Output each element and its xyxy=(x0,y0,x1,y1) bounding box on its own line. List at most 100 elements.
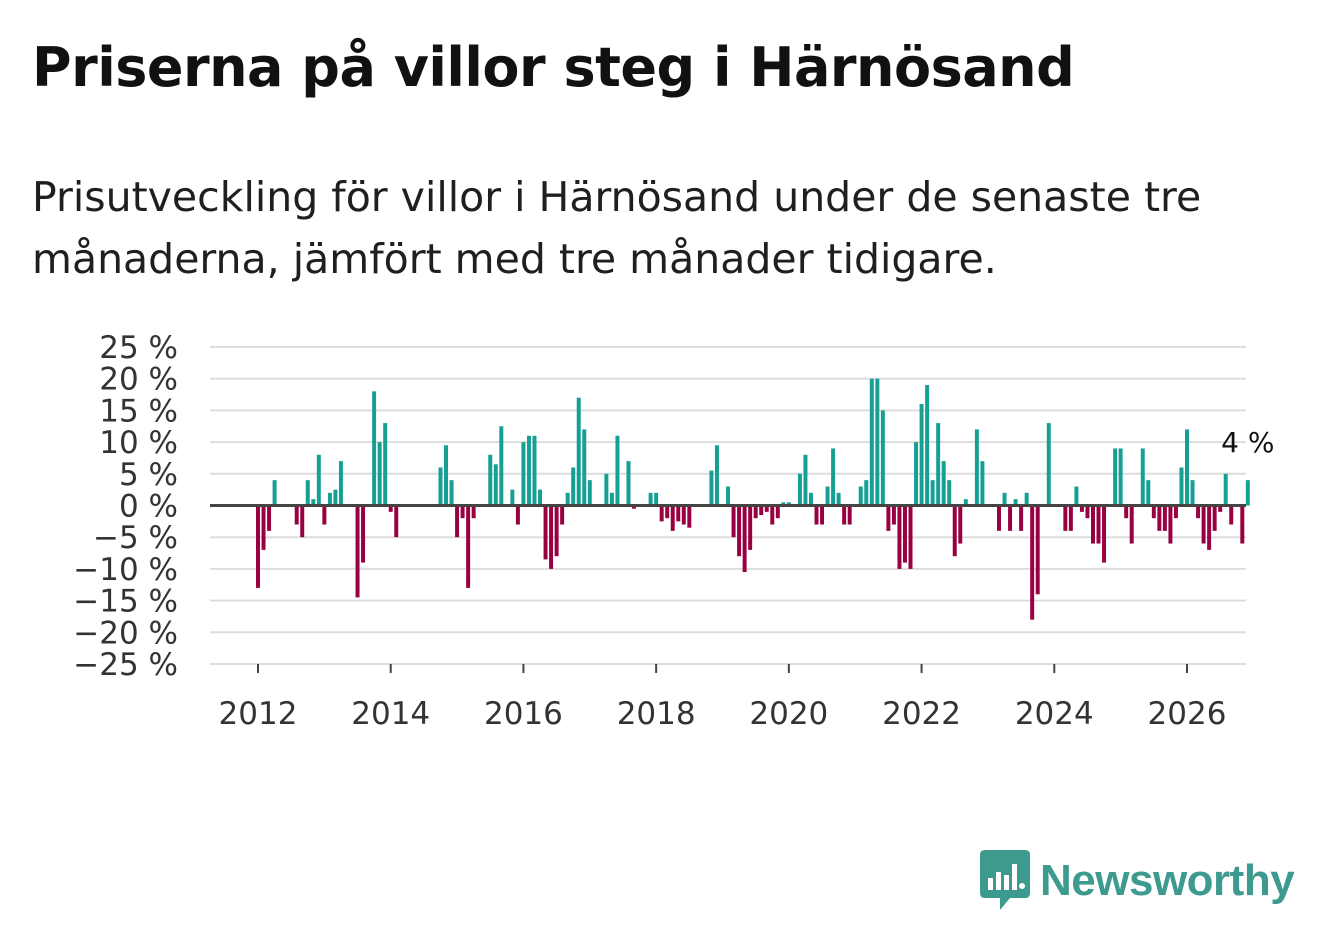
bar xyxy=(521,442,526,506)
bar xyxy=(1212,505,1217,531)
bar xyxy=(327,492,332,506)
bar xyxy=(1146,480,1151,506)
y-tick-label: 25 % xyxy=(99,330,178,366)
bar xyxy=(1124,505,1129,519)
bar xyxy=(820,505,825,525)
bar xyxy=(842,505,847,525)
bar xyxy=(919,404,924,506)
bar xyxy=(361,505,366,563)
bar xyxy=(515,505,520,525)
bar xyxy=(261,505,266,550)
bar xyxy=(1102,505,1107,563)
bar xyxy=(886,505,891,531)
bar xyxy=(1151,505,1156,519)
bar xyxy=(914,442,919,506)
y-tick-label: 0 % xyxy=(119,489,178,525)
bar xyxy=(947,480,952,506)
chart-title: Priserna på villor steg i Härnösand xyxy=(32,36,1075,99)
bar xyxy=(1201,505,1206,544)
y-tick-label: 10 % xyxy=(99,425,178,461)
bar xyxy=(737,505,742,557)
bar xyxy=(388,505,393,512)
bar xyxy=(1113,448,1118,506)
bar xyxy=(1207,505,1212,550)
bar xyxy=(587,480,592,506)
bar xyxy=(891,505,896,525)
bar xyxy=(609,492,614,506)
bar xyxy=(576,397,581,506)
bar xyxy=(748,505,753,550)
bar xyxy=(1185,429,1189,506)
bar xyxy=(615,435,620,506)
bar xyxy=(731,505,736,538)
bar xyxy=(1129,505,1134,544)
bar xyxy=(1035,505,1040,595)
bar xyxy=(460,505,465,519)
bar xyxy=(338,461,343,506)
bar xyxy=(1223,473,1228,506)
brand-name: Newsworthy xyxy=(1040,856,1295,905)
bar xyxy=(1229,505,1234,525)
bar xyxy=(1218,505,1223,512)
bar xyxy=(1085,505,1090,519)
bar xyxy=(311,499,316,506)
bar xyxy=(1140,448,1145,506)
bar xyxy=(897,505,902,569)
bar xyxy=(1013,499,1018,506)
bar xyxy=(549,505,554,569)
y-tick-label: 15 % xyxy=(99,393,178,429)
bar xyxy=(676,505,681,522)
bar xyxy=(316,454,321,506)
bar xyxy=(681,505,686,525)
bar xyxy=(526,435,531,506)
newsworthy-logo: Newsworthy xyxy=(980,850,1295,912)
bar xyxy=(305,480,310,506)
bar xyxy=(880,410,885,506)
bar xyxy=(510,489,515,506)
y-tick-label: −25 % xyxy=(73,647,178,683)
bar xyxy=(449,480,454,506)
bar xyxy=(1079,505,1084,512)
bar xyxy=(256,505,260,588)
gridlines xyxy=(210,346,1246,665)
bar xyxy=(665,505,670,519)
bar xyxy=(958,505,963,544)
bar xyxy=(869,378,874,506)
bar xyxy=(322,505,327,525)
bar xyxy=(930,480,935,506)
bar xyxy=(488,454,493,506)
bar xyxy=(355,505,360,598)
bar xyxy=(455,505,460,538)
bar xyxy=(936,423,941,506)
y-tick-label: −20 % xyxy=(73,615,178,651)
bar xyxy=(1190,480,1195,506)
bar xyxy=(471,505,476,519)
bar xyxy=(902,505,907,563)
bar xyxy=(963,499,968,506)
bar xyxy=(1030,505,1035,620)
bar xyxy=(1002,492,1007,506)
bar xyxy=(687,505,692,528)
bar xyxy=(858,486,863,506)
bar xyxy=(532,435,537,506)
bar xyxy=(797,473,802,506)
bar xyxy=(1068,505,1073,531)
x-tick-label: 2026 xyxy=(1148,696,1227,732)
bar xyxy=(997,505,1001,531)
bar xyxy=(554,505,559,557)
y-tick-label: 5 % xyxy=(119,457,178,493)
bar xyxy=(1074,486,1079,506)
bar xyxy=(1063,505,1068,531)
x-tick-label: 2012 xyxy=(219,696,298,732)
chart-subtitle: Prisutveckling för villor i Härnösand un… xyxy=(32,173,1202,283)
bar xyxy=(272,480,277,506)
bar xyxy=(394,505,399,538)
bar xyxy=(952,505,957,557)
bar xyxy=(444,445,448,506)
bar xyxy=(908,505,913,569)
bar xyxy=(1024,492,1029,506)
bar xyxy=(1046,423,1051,506)
y-tick-label: 20 % xyxy=(99,362,178,398)
bar xyxy=(1118,448,1123,506)
bar xyxy=(543,505,548,560)
